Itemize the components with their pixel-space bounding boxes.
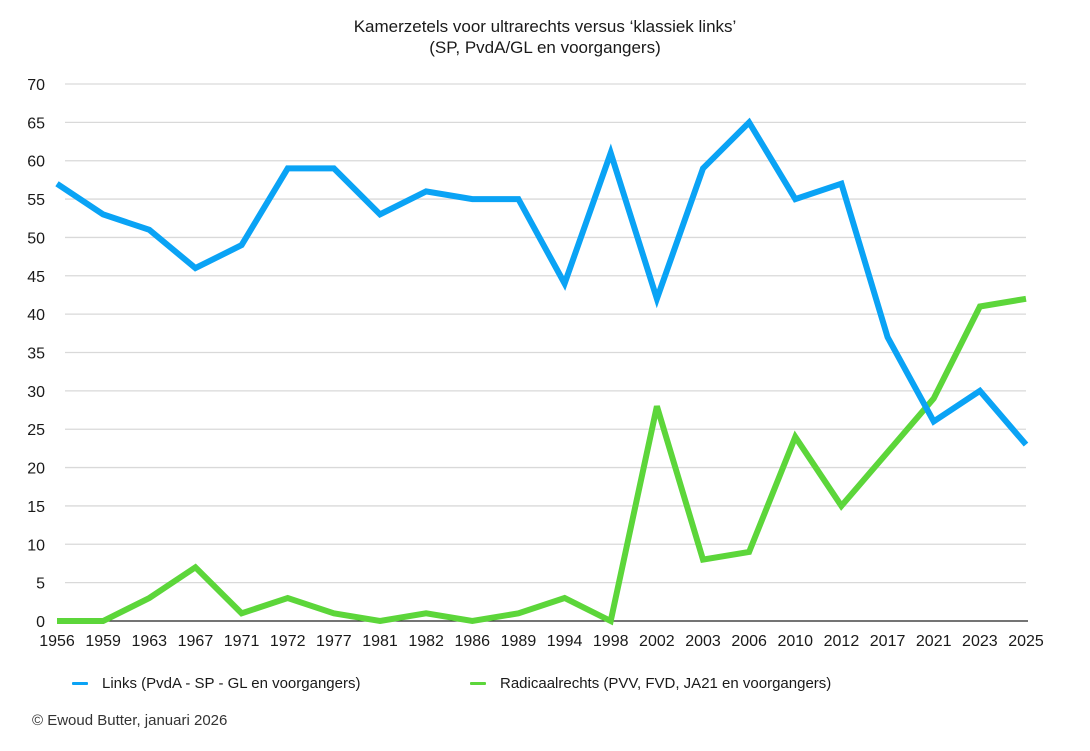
series-line-radicaalrechts: [57, 295, 1027, 626]
y-tick-label: 45: [27, 269, 45, 286]
x-tick-label: 1967: [178, 633, 214, 650]
y-tick-label: 55: [27, 192, 45, 209]
x-tick-label: 2025: [1008, 633, 1044, 650]
x-tick-label: 1989: [501, 633, 537, 650]
y-axis-ticks: 0 5 10 15 20 25 30 35 40 45 50 55 60 65 70: [27, 77, 45, 631]
y-tick-label: 60: [27, 154, 45, 171]
y-tick-label: 25: [27, 422, 45, 439]
y-tick-label: 30: [27, 384, 45, 401]
legend-label-links: Links (PvdA - SP - GL en voorgangers): [102, 675, 361, 692]
y-tick-label: 40: [27, 307, 45, 324]
y-tick-label: 15: [27, 499, 45, 516]
chart-title: Kamerzetels voor ultrarechts versus ‘kla…: [0, 16, 1090, 58]
x-tick-label: 2021: [916, 633, 952, 650]
gridlines: [65, 83, 1026, 584]
y-tick-label: 65: [27, 115, 45, 132]
chart-title-line: Kamerzetels voor ultrarechts versus ‘kla…: [353, 17, 737, 36]
x-tick-label: 1972: [270, 633, 306, 650]
y-tick-label: 35: [27, 346, 45, 363]
x-tick-label: 2023: [962, 633, 998, 650]
x-axis-ticks: 1956 1959 1963 1967 1971 1972 1977 1981 1982 1986…: [39, 633, 1044, 650]
x-tick-label: 1959: [85, 633, 121, 650]
x-tick-label: 1982: [408, 633, 444, 650]
legend-swatch-radicaalrechts: [470, 682, 486, 685]
x-tick-label: 2002: [639, 633, 675, 650]
x-tick-label: 1981: [362, 633, 398, 650]
chart-subtitle: (SP, PvdA/GL en voorgangers): [429, 38, 661, 57]
x-tick-label: 1998: [593, 633, 629, 650]
x-tick-label: 2006: [731, 633, 767, 650]
x-tick-label: 1963: [131, 633, 167, 650]
legend-swatch-links: [72, 682, 88, 685]
y-tick-label: 50: [27, 230, 45, 247]
x-tick-label: 1971: [224, 633, 260, 650]
series-line-links: [55, 117, 1029, 447]
y-tick-label: 5: [36, 576, 45, 593]
y-tick-label: 20: [27, 461, 45, 478]
y-tick-label: 70: [27, 77, 45, 94]
x-tick-label: 2017: [870, 633, 906, 650]
copyright-footer: © Ewoud Butter, januari 2026: [32, 712, 228, 729]
series-lines: [55, 117, 1029, 626]
legend-item-links: Links (PvdA - SP - GL en voorgangers): [72, 675, 360, 692]
x-tick-label: 2012: [824, 633, 860, 650]
legend-item-radicaalrechts: Radicaalrechts (PVV, FVD, JA21 en voorga…: [470, 675, 831, 692]
y-tick-label: 10: [27, 537, 45, 554]
x-tick-label: 1986: [454, 633, 490, 650]
x-tick-label: 2003: [685, 633, 721, 650]
x-tick-label: 1994: [547, 633, 583, 650]
legend-label-radicaalrechts: Radicaalrechts (PVV, FVD, JA21 en voorga…: [500, 675, 832, 692]
x-tick-label: 2010: [777, 633, 813, 650]
x-tick-label: 1956: [39, 633, 75, 650]
x-tick-label: 1977: [316, 633, 352, 650]
y-tick-label: 0: [36, 614, 45, 631]
